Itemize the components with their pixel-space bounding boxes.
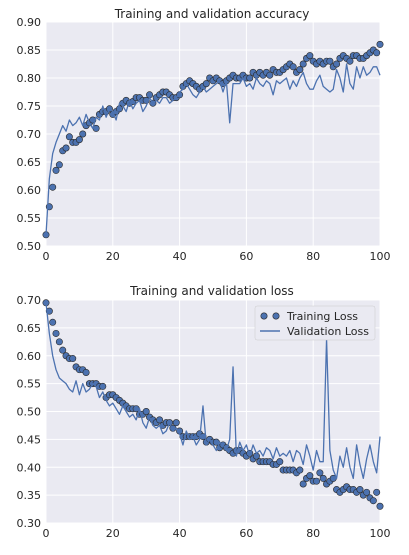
accuracy-y-tick-label: 0.55 bbox=[17, 212, 42, 225]
loss-y-tick-label: 0.30 bbox=[17, 517, 42, 530]
accuracy-training-point bbox=[246, 74, 254, 82]
accuracy-training-point bbox=[296, 66, 304, 74]
loss-chart: 0 20 40 60 80 100 0.30 0.35 0.40 0.45 0.50 0.55 0.60… bbox=[17, 284, 391, 540]
accuracy-training-point bbox=[115, 105, 123, 113]
loss-training-point bbox=[306, 472, 314, 480]
loss-y-tick-label: 0.35 bbox=[17, 489, 42, 502]
accuracy-training-point bbox=[306, 52, 314, 60]
loss-training-point bbox=[296, 466, 304, 474]
accuracy-x-tick-label: 100 bbox=[370, 250, 391, 263]
accuracy-training-point bbox=[289, 63, 297, 71]
accuracy-x-tick-label: 80 bbox=[306, 250, 320, 263]
loss-training-point bbox=[369, 497, 377, 505]
accuracy-training-point bbox=[62, 144, 70, 152]
loss-training-point bbox=[156, 416, 164, 424]
accuracy-training-point bbox=[202, 80, 210, 88]
loss-training-point bbox=[99, 382, 107, 390]
accuracy-training-point bbox=[299, 60, 307, 68]
loss-y-tick-label: 0.65 bbox=[17, 322, 42, 335]
accuracy-y-tick-label: 0.70 bbox=[17, 128, 42, 141]
loss-training-point bbox=[69, 355, 77, 363]
loss-training-point bbox=[276, 458, 284, 466]
loss-training-point bbox=[172, 419, 180, 427]
accuracy-training-point bbox=[326, 57, 334, 65]
loss-x-tick-label: 20 bbox=[106, 527, 120, 540]
accuracy-y-tick-label: 0.90 bbox=[17, 16, 42, 29]
loss-training-point bbox=[356, 486, 364, 494]
accuracy-training-point bbox=[52, 166, 60, 174]
accuracy-training-point bbox=[55, 161, 63, 169]
loss-y-tick-label: 0.70 bbox=[17, 294, 42, 307]
loss-training-point bbox=[52, 329, 60, 337]
loss-training-point bbox=[373, 488, 381, 496]
loss-training-point bbox=[316, 469, 324, 477]
loss-y-tick-label: 0.60 bbox=[17, 350, 42, 363]
loss-y-tick-label: 0.55 bbox=[17, 378, 42, 391]
accuracy-chart-title: Training and validation accuracy bbox=[114, 7, 310, 21]
legend-label-1: Validation Loss bbox=[287, 325, 369, 338]
loss-training-point bbox=[142, 407, 150, 415]
loss-training-point bbox=[55, 338, 63, 346]
loss-x-tick-label: 60 bbox=[239, 527, 253, 540]
accuracy-training-point bbox=[373, 49, 381, 57]
legend-marker-training bbox=[272, 312, 280, 320]
accuracy-y-tick-label: 0.50 bbox=[17, 240, 42, 253]
accuracy-x-tick-label: 40 bbox=[173, 250, 187, 263]
accuracy-training-point bbox=[376, 40, 384, 48]
loss-training-point bbox=[299, 480, 307, 488]
accuracy-training-point bbox=[266, 71, 274, 79]
loss-training-point bbox=[313, 477, 321, 485]
loss-x-tick-label: 40 bbox=[173, 527, 187, 540]
loss-x-tick-label: 0 bbox=[43, 527, 50, 540]
loss-training-point bbox=[319, 474, 327, 482]
loss-training-point bbox=[376, 502, 384, 510]
accuracy-training-point bbox=[346, 57, 354, 65]
accuracy-training-point bbox=[79, 130, 87, 138]
loss-training-point bbox=[49, 318, 57, 326]
accuracy-y-tick-label: 0.60 bbox=[17, 184, 42, 197]
accuracy-y-tick-label: 0.85 bbox=[17, 44, 42, 57]
accuracy-training-point bbox=[65, 133, 73, 141]
accuracy-training-point bbox=[333, 60, 341, 68]
accuracy-training-point bbox=[49, 183, 57, 191]
accuracy-x-tick-label: 0 bbox=[43, 250, 50, 263]
loss-x-tick-label: 100 bbox=[370, 527, 391, 540]
loss-validation-line bbox=[45, 302, 381, 480]
loss-training-point bbox=[363, 488, 371, 496]
loss-chart-title: Training and validation loss bbox=[129, 284, 294, 298]
accuracy-y-tick-label: 0.75 bbox=[17, 100, 42, 113]
loss-training-point bbox=[82, 368, 90, 376]
accuracy-x-tick-label: 60 bbox=[239, 250, 253, 263]
legend-label-0: Training Loss bbox=[286, 310, 358, 323]
accuracy-chart: 0 20 40 60 80 100 0.50 0.55 0.60 0.65 0.70 0.75 0.80… bbox=[17, 7, 391, 263]
accuracy-x-tick-label: 20 bbox=[106, 250, 120, 263]
legend-marker-training bbox=[260, 312, 268, 320]
loss-y-tick-label: 0.50 bbox=[17, 406, 42, 419]
loss-training-point bbox=[59, 346, 67, 354]
loss-x-tick-label: 80 bbox=[306, 527, 320, 540]
loss-y-tick-label: 0.45 bbox=[17, 433, 42, 446]
accuracy-training-point bbox=[75, 136, 83, 144]
loss-y-tick-label: 0.40 bbox=[17, 461, 42, 474]
loss-training-point bbox=[45, 307, 53, 315]
accuracy-y-tick-label: 0.80 bbox=[17, 72, 42, 85]
legend bbox=[254, 305, 376, 341]
accuracy-validation-line bbox=[45, 63, 381, 235]
accuracy-y-tick-label: 0.65 bbox=[17, 156, 42, 169]
